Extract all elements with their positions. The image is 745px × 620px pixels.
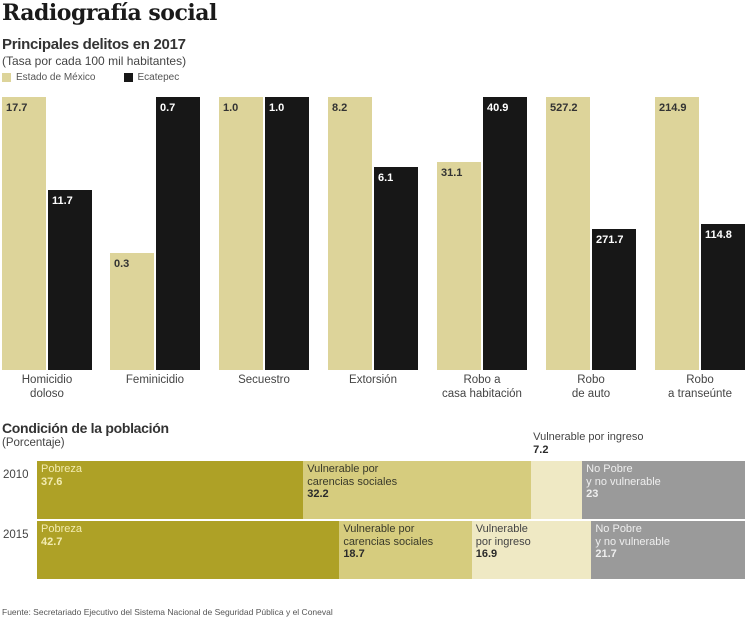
segment-value: 7.2 xyxy=(533,444,549,456)
year-label-2015: 2015 xyxy=(3,529,29,541)
bar-value-label: 1.0 xyxy=(223,102,239,114)
segment-name: y no vulnerable xyxy=(595,535,670,548)
segment-name: carencias sociales xyxy=(343,535,434,548)
population-chart-subtitle: (Porcentaje) xyxy=(2,437,65,449)
bar-edo-2: 1.0 xyxy=(219,97,263,370)
bar-edo-1: 0.3 xyxy=(110,253,154,370)
segment-2010-1: Vulnerable por carencias sociales 32.2 xyxy=(303,461,532,519)
segment-name: Vulnerable por ingreso xyxy=(533,431,644,443)
segment-name: Pobreza xyxy=(41,523,82,535)
segment-2015-2: Vulnerable por ingreso 16.9 xyxy=(471,521,592,579)
segment-value: 37.6 xyxy=(41,475,63,488)
crime-bar-chart: 17.7 11.7 Homicidio doloso 0.3 0.7 Feminicidio… xyxy=(2,97,745,400)
segment-value: 32.2 xyxy=(307,488,329,500)
bar-value-label: 17.7 xyxy=(6,102,28,114)
page-title: Radiografía social xyxy=(2,0,217,26)
segment-name: por ingreso xyxy=(475,535,531,548)
crime-chart-title: Principales delitos en 2017 xyxy=(2,36,186,53)
segment-value: 42.7 xyxy=(41,535,63,548)
bar-value-label: 114.8 xyxy=(705,229,732,242)
segment-name: Vulnerable xyxy=(475,523,528,535)
bar-eca-6: 114.8 xyxy=(701,224,745,370)
segment-2015-1: Vulnerable por carencias sociales 18.7 xyxy=(339,521,472,579)
bar-value-label: 31.1 xyxy=(441,167,463,180)
segment-2010-3: No Pobre y no vulnerable 23 xyxy=(582,461,745,519)
bar-edo-4: 31.1 xyxy=(437,162,481,370)
bar-value-label: 8.2 xyxy=(332,102,348,114)
segment-name: Vulnerable por xyxy=(307,463,379,475)
segment-name: carencias sociales xyxy=(307,475,398,488)
segment-2015-0: Pobreza 42.7 xyxy=(37,521,340,579)
segment-value: 21.7 xyxy=(595,548,617,560)
segment-2010-0: Pobreza 37.6 xyxy=(37,461,304,519)
legend-swatch-ecatepec xyxy=(123,73,133,82)
category-label: Homicidio doloso xyxy=(21,374,73,400)
source-note: Fuente: Secretariado Ejecutivo del Siste… xyxy=(2,607,333,617)
segment-name: Vulnerable por xyxy=(343,523,415,535)
bar-value-label: 0.3 xyxy=(114,258,130,270)
bar-value-label: 0.7 xyxy=(160,102,176,114)
bar-value-label: 11.7 xyxy=(52,194,73,207)
legend-item-ecatepec: Ecatepec xyxy=(123,72,180,83)
bar-value-label: 6.1 xyxy=(378,171,394,184)
legend-label-ecatepec: Ecatepec xyxy=(137,72,180,83)
bar-eca-4: 40.9 xyxy=(483,97,527,370)
segment-name: Pobreza xyxy=(41,463,82,475)
segment-name: y no vulnerable xyxy=(586,475,661,488)
bar-eca-3: 6.1 xyxy=(374,166,418,370)
category-label: Feminicidio xyxy=(125,374,185,386)
category-label: Robo a casa habitación xyxy=(442,374,522,400)
bar-value-label: 214.9 xyxy=(659,102,687,114)
bar-edo-0: 17.7 xyxy=(2,97,46,370)
segment-value: 18.7 xyxy=(343,548,365,560)
legend-swatch-estado xyxy=(2,73,11,82)
segment-2015-3: No Pobre y no vulnerable 21.7 xyxy=(591,521,745,579)
legend-label-estado: Estado de México xyxy=(16,72,96,83)
bar-eca-0: 11.7 xyxy=(48,189,92,370)
bar-value-label: 271.7 xyxy=(596,234,624,247)
year-label-2010: 2010 xyxy=(3,469,29,481)
segment-name: No Pobre xyxy=(586,463,633,475)
bar-eca-2: 1.0 xyxy=(265,97,309,370)
bar-value-label: 40.9 xyxy=(487,102,509,114)
segment-label-outside: Vulnerable por ingreso 7.2 xyxy=(533,431,643,457)
segment-name: No Pobre xyxy=(595,523,642,535)
bar-value-label: 527.2 xyxy=(550,102,578,114)
bar-value-label: 1.0 xyxy=(269,102,285,114)
crime-chart-subtitle: (Tasa por cada 100 mil habitantes) xyxy=(2,54,187,68)
crime-chart-legend: Estado de México Ecatepec xyxy=(2,72,207,83)
bar-eca-1: 0.7 xyxy=(156,97,200,370)
segment-value: 16.9 xyxy=(475,548,498,560)
legend-item-estado: Estado de México xyxy=(2,72,96,83)
category-label: Extorsión xyxy=(349,374,397,386)
bar-edo-6: 214.9 xyxy=(655,97,699,370)
category-label: Secuestro xyxy=(238,374,290,386)
segment-2010-2 xyxy=(531,461,583,519)
bar-eca-5: 271.7 xyxy=(592,229,636,370)
category-label: Robo de auto xyxy=(571,374,611,400)
bar-edo-5: 527.2 xyxy=(546,97,590,370)
category-label: Robo a transeúnte xyxy=(668,374,732,400)
population-chart-title: Condición de la población xyxy=(2,420,169,436)
segment-value: 23 xyxy=(586,488,599,500)
bar-edo-3: 8.2 xyxy=(328,97,372,370)
